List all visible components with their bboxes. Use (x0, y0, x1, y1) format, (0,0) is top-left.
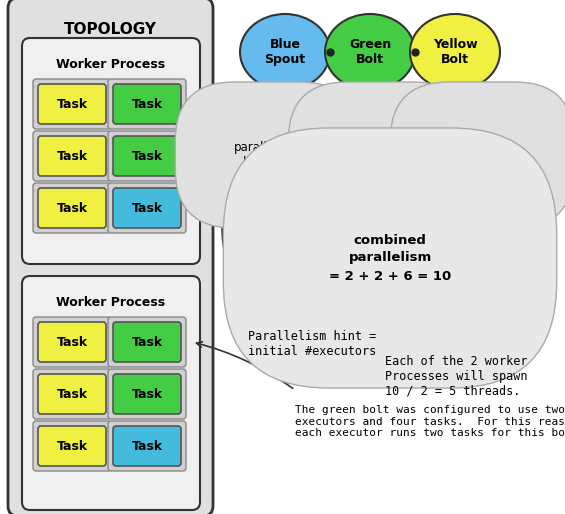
FancyBboxPatch shape (113, 322, 181, 362)
FancyBboxPatch shape (113, 374, 181, 414)
FancyBboxPatch shape (108, 369, 186, 419)
Text: parallelism
hint = 6: parallelism hint = 6 (449, 141, 515, 169)
Text: Task: Task (56, 439, 88, 452)
FancyBboxPatch shape (38, 426, 106, 466)
FancyBboxPatch shape (113, 426, 181, 466)
Text: Task: Task (56, 388, 88, 400)
FancyBboxPatch shape (33, 131, 111, 181)
Text: parallelism
hint = 2: parallelism hint = 2 (234, 141, 299, 169)
Ellipse shape (240, 14, 330, 90)
FancyBboxPatch shape (113, 136, 181, 176)
Text: Task: Task (132, 201, 163, 214)
Text: Worker Process: Worker Process (56, 296, 166, 308)
FancyBboxPatch shape (108, 131, 186, 181)
FancyBboxPatch shape (33, 369, 111, 419)
FancyBboxPatch shape (38, 188, 106, 228)
Text: Task: Task (132, 439, 163, 452)
Text: Task: Task (132, 388, 163, 400)
Text: Task: Task (132, 150, 163, 162)
FancyBboxPatch shape (33, 317, 111, 367)
Text: Each of the 2 worker
Processes will spawn
10 / 2 = 5 threads.: Each of the 2 worker Processes will spaw… (385, 355, 528, 398)
FancyBboxPatch shape (38, 322, 106, 362)
Text: Parallelism hint =
initial #executors: Parallelism hint = initial #executors (248, 330, 376, 358)
Text: Yellow
Bolt: Yellow Bolt (433, 38, 477, 66)
Text: The green bolt was configured to use two
executors and four tasks.  For this rea: The green bolt was configured to use two… (295, 405, 565, 438)
FancyBboxPatch shape (33, 183, 111, 233)
Text: Task: Task (132, 98, 163, 111)
Ellipse shape (410, 14, 500, 90)
Text: TOPOLOGY: TOPOLOGY (64, 23, 157, 38)
Text: Task: Task (132, 336, 163, 348)
Text: Green
Bolt: Green Bolt (349, 38, 391, 66)
Text: Worker Process: Worker Process (56, 58, 166, 70)
Text: Task: Task (56, 201, 88, 214)
FancyBboxPatch shape (108, 79, 186, 129)
FancyBboxPatch shape (108, 421, 186, 471)
FancyBboxPatch shape (108, 317, 186, 367)
FancyBboxPatch shape (38, 136, 106, 176)
FancyBboxPatch shape (38, 84, 106, 124)
FancyBboxPatch shape (108, 183, 186, 233)
FancyBboxPatch shape (33, 421, 111, 471)
Ellipse shape (325, 14, 415, 90)
FancyBboxPatch shape (8, 0, 213, 514)
FancyBboxPatch shape (38, 374, 106, 414)
FancyBboxPatch shape (22, 38, 200, 264)
FancyBboxPatch shape (113, 84, 181, 124)
Text: Task: Task (56, 150, 88, 162)
Text: Blue
Spout: Blue Spout (264, 38, 306, 66)
FancyBboxPatch shape (22, 276, 200, 510)
FancyBboxPatch shape (113, 188, 181, 228)
Text: Task: Task (56, 98, 88, 111)
Text: combined
parallelism
= 2 + 2 + 6 = 10: combined parallelism = 2 + 2 + 6 = 10 (329, 233, 451, 283)
Text: Task: Task (56, 336, 88, 348)
FancyBboxPatch shape (33, 79, 111, 129)
Text: parallelism
hint = 2: parallelism hint = 2 (347, 141, 412, 169)
